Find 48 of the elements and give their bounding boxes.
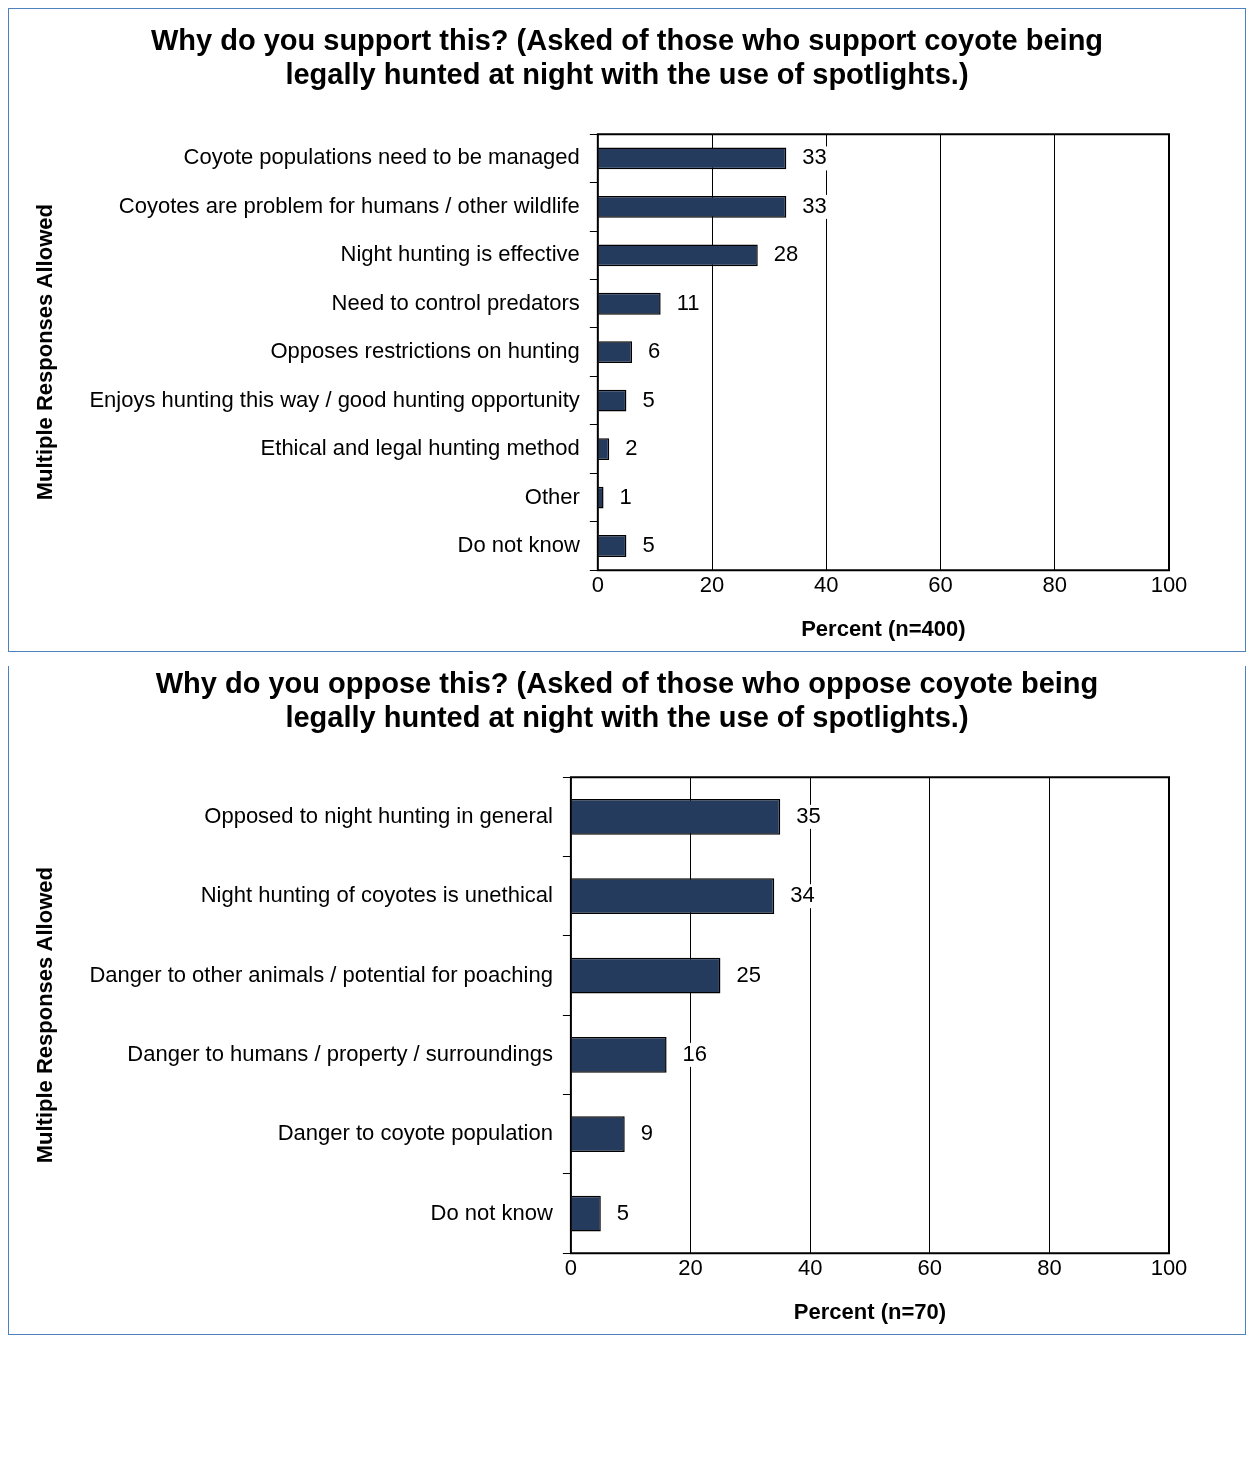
- data-label: 25: [736, 961, 761, 987]
- x-axis-title: Percent (n=70): [793, 1298, 947, 1324]
- y-tick-label: Opposes restrictions on hunting: [270, 338, 580, 364]
- x-tick-label: 40: [797, 1255, 823, 1281]
- y-tick-label: Night hunting of coyotes is unethical: [200, 882, 553, 908]
- data-label: 5: [642, 386, 655, 412]
- y-axis-title: Multiple Responses Allowed: [32, 867, 58, 1164]
- data-label: 11: [676, 289, 700, 315]
- x-tick-label: 60: [928, 572, 953, 598]
- data-label: 2: [625, 435, 638, 461]
- y-tick-label: Night hunting is effective: [340, 241, 580, 267]
- y-tick-label: Coyotes are problem for humans / other wildlife: [118, 192, 580, 218]
- y-tick-label: Need to control predators: [331, 289, 580, 315]
- y-tick-label: Danger to humans / property / surroundings: [127, 1040, 553, 1066]
- data-label: 1: [619, 483, 632, 509]
- y-tick-label: Coyote populations need to be managed: [183, 144, 580, 170]
- x-tick-label: 20: [678, 1255, 703, 1281]
- chart-title: Why do you support this? (Asked of those who support coyote being legally hunted at night with the use of spotlights.): [149, 23, 1105, 91]
- data-label: 35: [796, 802, 821, 828]
- y-tick-label: Ethical and legal hunting method: [260, 435, 580, 461]
- y-axis-title: Multiple Responses Allowed: [32, 204, 58, 501]
- y-tick-label: Do not know: [430, 1199, 554, 1225]
- y-tick-label: Danger to other animals / potential for poaching: [89, 961, 553, 987]
- data-label: 16: [682, 1040, 708, 1066]
- x-tick-label: 0: [564, 1255, 578, 1281]
- data-label: 5: [642, 532, 655, 558]
- data-label: 28: [773, 241, 799, 267]
- data-label: 33: [802, 192, 827, 218]
- y-tick-label: Opposed to night hunting in general: [204, 802, 553, 828]
- x-tick-label: 0: [591, 572, 604, 598]
- x-tick-label: 60: [917, 1255, 942, 1281]
- y-tick-label: Do not know: [457, 532, 580, 558]
- x-tick-label: 100: [1150, 1255, 1188, 1281]
- y-tick-label: Danger to coyote population: [277, 1120, 553, 1146]
- x-axis-title: Percent (n=400): [801, 615, 966, 641]
- x-tick-label: 100: [1150, 572, 1188, 598]
- data-label: 5: [616, 1199, 630, 1225]
- x-tick-label: 80: [1037, 1255, 1062, 1281]
- chart-title: Why do you oppose this? (Asked of those who oppose coyote being legally hunted at night with the use of spotlights.): [154, 666, 1100, 734]
- y-tick-label: Enjoys hunting this way / good hunting opportunity: [89, 386, 580, 412]
- x-tick-label: 40: [814, 572, 839, 598]
- x-tick-label: 80: [1042, 572, 1068, 598]
- data-label: 6: [648, 338, 661, 364]
- y-tick-label: Other: [524, 483, 580, 509]
- data-label: 34: [790, 882, 815, 908]
- x-tick-label: 20: [699, 572, 725, 598]
- data-label: 33: [802, 144, 827, 170]
- data-label: 9: [640, 1120, 653, 1146]
